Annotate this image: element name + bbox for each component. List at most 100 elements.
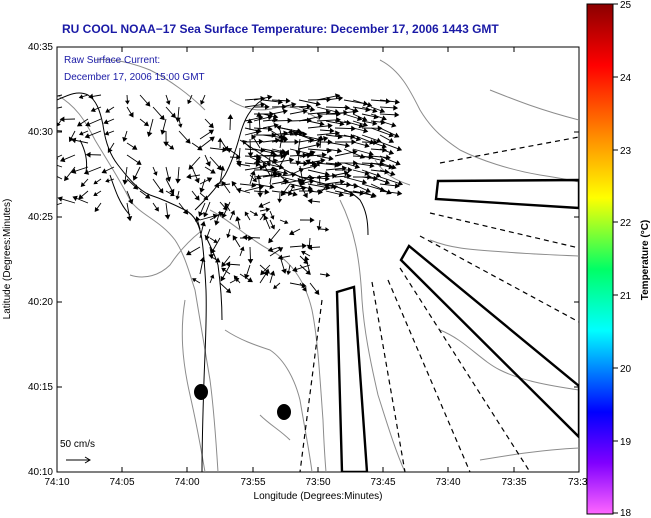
colorbar-label: Temperature (°C) xyxy=(640,220,651,301)
current-vector-head xyxy=(324,175,330,182)
current-vector xyxy=(307,148,332,152)
current-vector-head xyxy=(198,211,204,217)
current-vector-head xyxy=(310,150,316,156)
current-vector-head xyxy=(57,156,59,160)
current-vector-head xyxy=(282,170,289,176)
current-vector-head xyxy=(273,122,279,129)
colorbar-tick-label: 18 xyxy=(620,508,632,518)
current-vector-head xyxy=(217,137,223,142)
current-vector-head xyxy=(247,152,254,158)
current-vector-head xyxy=(64,175,70,182)
current-vector-head xyxy=(277,247,284,253)
current-vector-head xyxy=(302,131,308,138)
current-vector-head xyxy=(107,147,113,153)
current-vector-head xyxy=(104,130,110,136)
y-axis-label: Latitude (Degrees:Minutes) xyxy=(2,199,13,320)
current-vector-head xyxy=(339,120,345,127)
current-vector-head xyxy=(247,118,253,124)
current-vector-head xyxy=(364,142,370,149)
figure-title: RU COOL NOAA−17 Sea Surface Temperature:… xyxy=(62,22,499,36)
current-vector-head xyxy=(216,164,222,171)
map-frame xyxy=(56,46,580,473)
current-vector-head xyxy=(393,132,400,138)
current-vector-head xyxy=(256,157,262,163)
current-vector-head xyxy=(132,184,139,190)
current-vector-head xyxy=(48,108,52,112)
current-vector-head xyxy=(158,188,164,194)
current-vector-head xyxy=(388,137,395,143)
current-vector-head xyxy=(258,202,264,208)
current-vector-head xyxy=(194,195,200,201)
colorbar-tick-label: 20 xyxy=(620,364,632,375)
current-vector-head xyxy=(276,125,282,131)
current-vector-head xyxy=(170,112,176,119)
current-vector-head xyxy=(194,177,200,184)
current-vector-head xyxy=(225,261,231,268)
current-vector-head xyxy=(209,274,215,279)
current-vector-head xyxy=(72,195,78,202)
scale-label: 50 cm/s xyxy=(60,439,95,450)
current-vector-head xyxy=(128,111,134,118)
current-label: Raw Surface Current: xyxy=(64,55,160,66)
current-vector-head xyxy=(301,286,307,292)
current-vector-head xyxy=(220,275,226,282)
current-vector-head xyxy=(165,100,171,106)
current-vector-head xyxy=(391,122,397,128)
current-vector-head xyxy=(94,206,100,213)
current-vector-head xyxy=(294,139,300,145)
current-vector-head xyxy=(324,171,330,177)
current-vector-head xyxy=(292,191,298,197)
current-timestamp: December 17, 2006 15:00 GMT xyxy=(64,72,205,83)
y-axis: 40:35 40:30 40:25 40:20 40:15 40:10 Lati… xyxy=(2,42,579,478)
current-vector-head xyxy=(175,178,181,184)
current-vector-head xyxy=(309,217,315,223)
current-vector-head xyxy=(122,136,128,142)
current-vector-head xyxy=(259,164,265,171)
current-vector-head xyxy=(347,167,353,173)
x-tick-label: 73:50 xyxy=(305,477,330,488)
current-vector-head xyxy=(185,138,191,144)
current-vector-head xyxy=(300,180,306,186)
current-vector-head xyxy=(273,113,279,120)
current-vector-head xyxy=(250,170,256,176)
current-vector-head xyxy=(255,161,261,167)
current-vector-head xyxy=(354,163,361,170)
current-vector-head xyxy=(302,192,308,199)
current-vector-head xyxy=(101,168,108,174)
x-tick-label: 74:05 xyxy=(109,477,134,488)
current-vector-head xyxy=(361,116,368,122)
current-vector-head xyxy=(338,95,344,102)
current-vector-head xyxy=(124,100,130,105)
current-vector-head xyxy=(287,117,293,124)
y-tick-label: 40:20 xyxy=(28,297,53,308)
current-vector-head xyxy=(214,257,221,263)
x-tick-label: 73:55 xyxy=(240,477,265,488)
current-vector-head xyxy=(328,155,334,162)
current-vector-head xyxy=(231,180,237,187)
current-vector-head xyxy=(379,107,386,114)
current-vector-head xyxy=(289,157,295,164)
current-vector-head xyxy=(78,131,84,136)
current-vector-head xyxy=(236,187,242,194)
current-vector-head xyxy=(332,184,338,190)
current-vector-head xyxy=(363,127,369,134)
current-vector-head xyxy=(258,138,264,145)
current-vector-head xyxy=(136,159,142,165)
current-vector-head xyxy=(397,190,403,197)
current-vector-head xyxy=(266,161,272,166)
current-vector-head xyxy=(325,227,330,232)
current-vector-head xyxy=(277,99,283,105)
current-vector-head xyxy=(169,191,175,197)
current-vector-head xyxy=(235,216,241,222)
current-vector-head xyxy=(226,233,231,239)
current-vector-head xyxy=(93,191,98,196)
current-vector-head xyxy=(57,196,63,202)
current-vector-head xyxy=(269,111,275,117)
current-vector-head xyxy=(57,122,61,127)
current-vector-head xyxy=(244,211,250,217)
current-vector-head xyxy=(306,153,312,159)
current-vector-head xyxy=(384,179,391,185)
current-vector-head xyxy=(262,163,268,169)
current-vector-head xyxy=(336,147,343,154)
